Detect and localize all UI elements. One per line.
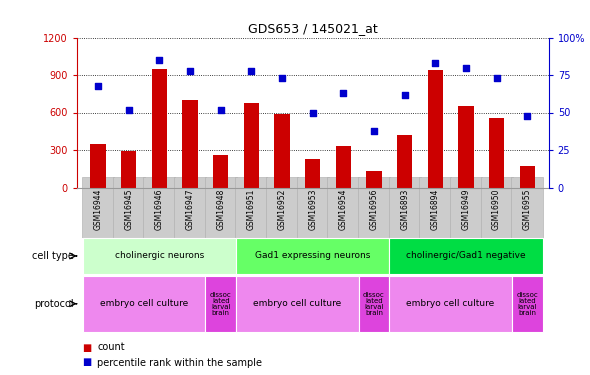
Point (431, 60, 440, 66)
Bar (366, 171, 382, 188)
Text: cell type: cell type (32, 251, 74, 261)
Text: count: count (97, 342, 125, 352)
Text: dissoc
iated
larval
brain: dissoc iated larval brain (210, 292, 232, 316)
Bar (389, 276, 512, 332)
Bar (83, 238, 236, 274)
Bar (236, 238, 389, 274)
Point (216, 106, 225, 112)
Point (308, 110, 317, 116)
Text: percentile rank within the sample: percentile rank within the sample (97, 357, 263, 368)
Bar (336, 146, 351, 188)
Point (155, 57, 164, 63)
Bar (152, 69, 167, 188)
Point (461, 64, 471, 70)
Text: cholinergic/Gad1 negative: cholinergic/Gad1 negative (406, 251, 526, 260)
Point (93, 82, 103, 88)
Bar (359, 276, 389, 332)
Bar (236, 276, 359, 332)
Bar (428, 70, 443, 188)
Text: dissoc
iated
larval
brain: dissoc iated larval brain (516, 292, 538, 316)
Bar (512, 276, 543, 332)
Text: Gad1 expressing neurons: Gad1 expressing neurons (255, 251, 371, 260)
Bar (205, 276, 236, 332)
Bar (121, 151, 136, 188)
Point (185, 68, 195, 74)
Text: cholinergic neurons: cholinergic neurons (115, 251, 204, 260)
Bar (520, 166, 535, 188)
Text: embryo cell culture: embryo cell culture (253, 299, 342, 308)
Bar (90, 144, 106, 188)
Bar (274, 114, 290, 188)
Point (124, 106, 133, 112)
Text: ■: ■ (83, 342, 92, 352)
Bar (244, 102, 259, 188)
Bar (397, 135, 412, 188)
Text: dissoc
iated
larval
brain: dissoc iated larval brain (363, 292, 385, 316)
Title: GDS653 / 145021_at: GDS653 / 145021_at (248, 22, 378, 35)
Point (339, 90, 348, 96)
Bar (389, 238, 543, 274)
Text: protocol: protocol (34, 299, 74, 309)
Bar (182, 100, 198, 188)
Point (523, 112, 532, 118)
Text: embryo cell culture: embryo cell culture (407, 299, 495, 308)
Point (400, 92, 409, 98)
Point (277, 75, 287, 81)
Point (247, 68, 256, 74)
Bar (489, 117, 504, 188)
Bar (83, 276, 205, 332)
Text: embryo cell culture: embryo cell culture (100, 299, 188, 308)
Text: ■: ■ (83, 357, 92, 368)
Point (492, 75, 502, 81)
Bar (213, 155, 228, 188)
Bar (458, 106, 474, 188)
Bar (305, 159, 320, 188)
Point (369, 128, 379, 134)
